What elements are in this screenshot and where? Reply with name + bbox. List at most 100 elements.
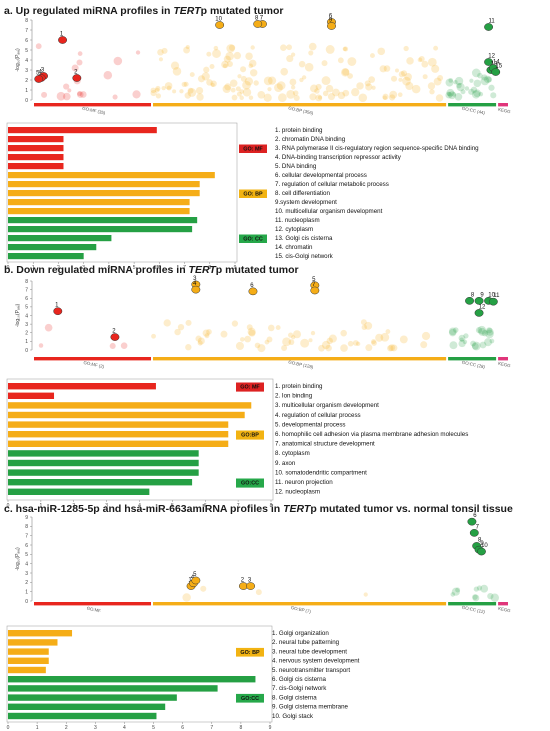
- y-tick-label: 7: [25, 287, 28, 293]
- term-point: [248, 63, 254, 69]
- term-point: [371, 339, 376, 345]
- category-label: GO: BP: [243, 192, 263, 198]
- term-point: [448, 327, 457, 336]
- x-tick-label: 7: [183, 265, 186, 271]
- term-point: [239, 95, 244, 101]
- segment-bar: [498, 602, 508, 606]
- term-point: [240, 75, 247, 82]
- segment-bar: [34, 602, 151, 606]
- bar: [8, 199, 190, 206]
- term-point: [473, 586, 479, 592]
- term-point: [184, 92, 191, 99]
- panel-a: a. Up regulated miRNA profiles in TERTp …: [4, 5, 512, 271]
- term-point: [120, 342, 128, 350]
- bar: [8, 402, 252, 409]
- term-point: [195, 335, 202, 342]
- term-point: [203, 66, 210, 73]
- term-point: [288, 339, 295, 346]
- bar-label: 5. developmental process: [275, 421, 346, 428]
- y-tick-label: 6: [25, 543, 28, 549]
- term-point: [446, 91, 452, 97]
- term-point: [250, 45, 255, 50]
- term-point: [489, 338, 495, 344]
- bar: [8, 666, 46, 674]
- term-point: [480, 76, 490, 86]
- term-point: [309, 93, 317, 101]
- bar: [8, 421, 229, 428]
- term-point: [135, 50, 141, 55]
- bar-label: 12. nucleoplasm: [275, 489, 320, 496]
- bar-label: 15. cis-Golgi network: [275, 253, 334, 260]
- term-point: [275, 325, 281, 331]
- term-point: [242, 88, 252, 97]
- term-point: [235, 341, 245, 351]
- bar-label: 2. chromatin DNA binding: [275, 136, 346, 143]
- term-point: [364, 321, 373, 330]
- bar-label: 5. DNA binding: [275, 163, 317, 170]
- bar-label: 1. protein binding: [275, 383, 323, 390]
- term-point: [326, 337, 334, 345]
- term-point: [337, 57, 344, 64]
- highlight-point: [491, 68, 501, 76]
- x-tick-label: 4: [107, 265, 110, 271]
- term-point: [315, 83, 322, 90]
- x-tick-label: 5: [133, 265, 136, 271]
- term-point: [230, 87, 236, 93]
- term-point: [342, 46, 348, 52]
- term-point: [248, 95, 254, 100]
- term-point: [220, 330, 228, 338]
- term-point: [397, 92, 403, 97]
- highlight-point: [110, 333, 120, 341]
- term-point: [342, 89, 350, 97]
- segment-label: KEGG: [498, 606, 512, 614]
- point-label: 10: [481, 543, 488, 549]
- term-point: [475, 327, 483, 334]
- highlight-point: [58, 36, 68, 44]
- term-point: [470, 340, 476, 347]
- highlight-point: [34, 75, 44, 83]
- segment-label: GO:BP (128): [288, 359, 314, 369]
- term-point: [71, 64, 79, 72]
- term-point: [351, 87, 360, 97]
- bar-label: 6. Golgi cis cisterna: [272, 676, 327, 683]
- category-label: GO:BP: [241, 433, 259, 439]
- category-badge: [239, 189, 267, 198]
- term-point: [225, 51, 234, 61]
- bar: [8, 450, 199, 457]
- term-point: [292, 90, 299, 96]
- term-point: [325, 344, 332, 352]
- highlight-point: [465, 296, 474, 305]
- bar: [8, 244, 97, 251]
- term-point: [150, 87, 157, 94]
- bar-label: 12. cytoplasm: [275, 226, 313, 233]
- term-point: [257, 344, 266, 353]
- term-point: [383, 65, 391, 72]
- y-tick-label: 0: [25, 98, 28, 104]
- bar-label: 14. chromatin: [275, 244, 313, 251]
- highlight-point: [474, 309, 484, 317]
- term-point: [370, 53, 375, 59]
- highlight-point: [310, 286, 320, 295]
- term-point: [239, 89, 244, 94]
- bar-label: 3. multicellular organism development: [275, 402, 379, 409]
- y-tick-label: 8: [25, 18, 28, 24]
- term-point: [473, 79, 482, 88]
- term-point: [314, 88, 320, 94]
- point-label: 1: [55, 303, 59, 309]
- term-point: [462, 339, 468, 345]
- term-point: [488, 84, 495, 91]
- term-point: [317, 95, 323, 100]
- term-point: [185, 344, 192, 351]
- term-point: [371, 340, 377, 346]
- term-point: [446, 88, 455, 97]
- segment-label: GO:MF: [86, 606, 101, 614]
- term-point: [170, 61, 180, 70]
- term-point: [340, 329, 347, 337]
- category-badge: [236, 647, 264, 657]
- segment-bar: [498, 103, 508, 107]
- term-point: [472, 594, 478, 600]
- term-point: [347, 73, 353, 79]
- x-tick-label: 3: [105, 503, 108, 509]
- term-point: [484, 75, 492, 84]
- term-point: [293, 94, 300, 102]
